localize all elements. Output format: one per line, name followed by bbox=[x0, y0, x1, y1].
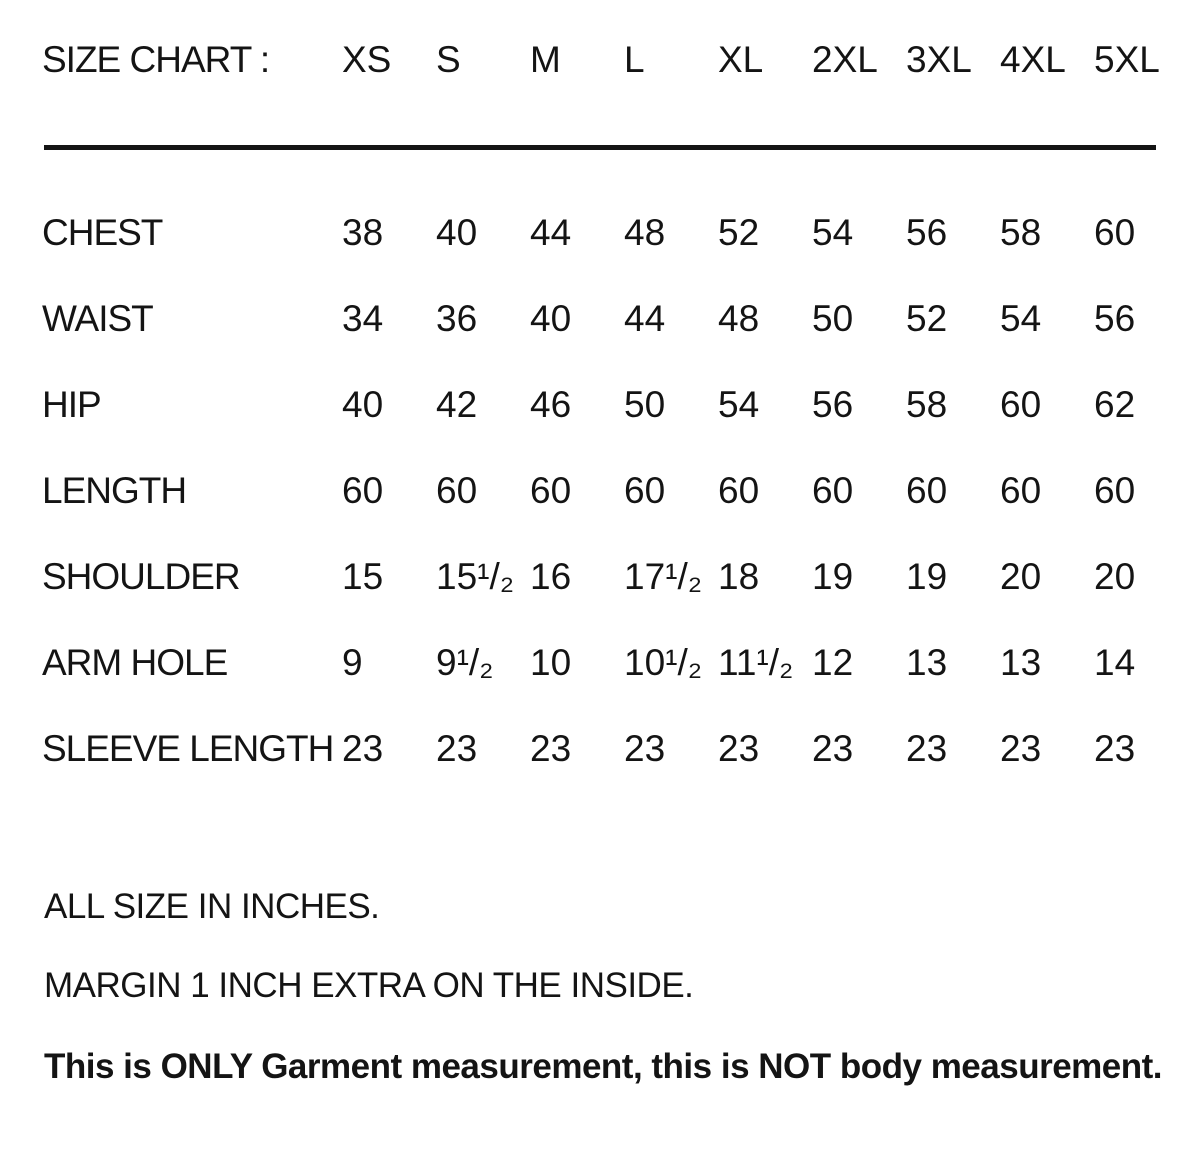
table-cell: 60 bbox=[1094, 212, 1136, 253]
table-cell: 17¹/₂ bbox=[624, 556, 703, 597]
table-cell: 15¹/₂ bbox=[436, 556, 515, 597]
table-cell: 60 bbox=[530, 470, 572, 511]
table-cell: 40 bbox=[436, 212, 478, 253]
column-header-3xl: 3XL bbox=[906, 39, 972, 80]
table-cell: 40 bbox=[530, 298, 572, 339]
footer-notes: ALL SIZE IN INCHES. MARGIN 1 INCH EXTRA … bbox=[44, 889, 1200, 1085]
column-header-5xl: 5XL bbox=[1094, 39, 1160, 80]
table-cell: 9¹/₂ bbox=[436, 642, 494, 683]
table-cell: 60 bbox=[718, 470, 760, 511]
column-header-s: S bbox=[436, 39, 461, 80]
table-cell: 42 bbox=[436, 384, 478, 425]
table-row: HIP 40 42 46 50 54 56 58 60 62 bbox=[42, 362, 1188, 448]
table-cell: 9 bbox=[342, 642, 363, 683]
table-cell: 15 bbox=[342, 556, 384, 597]
table-cell: 23 bbox=[342, 728, 384, 769]
table-cell: 11¹/₂ bbox=[718, 642, 794, 683]
row-label: HIP bbox=[42, 384, 102, 425]
table-cell: 52 bbox=[718, 212, 760, 253]
table-row: SHOULDER 15 15¹/₂ 16 17¹/₂ 18 19 19 20 20 bbox=[42, 534, 1188, 620]
table-cell: 23 bbox=[812, 728, 854, 769]
table-cell: 13 bbox=[906, 642, 948, 683]
column-header-xl: XL bbox=[718, 39, 764, 80]
table-cell: 56 bbox=[1094, 298, 1136, 339]
row-label: SHOULDER bbox=[42, 556, 241, 597]
table-row: SLEEVE LENGTH 23 23 23 23 23 23 23 23 23 bbox=[42, 706, 1188, 792]
table-cell: 60 bbox=[1000, 384, 1042, 425]
table-cell: 60 bbox=[436, 470, 478, 511]
table-cell: 34 bbox=[342, 298, 384, 339]
table-row: CHEST 38 40 44 48 52 54 56 58 60 bbox=[42, 190, 1188, 276]
table-cell: 10¹/₂ bbox=[624, 642, 703, 683]
column-header-4xl: 4XL bbox=[1000, 39, 1066, 80]
table-cell: 16 bbox=[530, 556, 572, 597]
table-cell: 23 bbox=[624, 728, 666, 769]
table-cell: 40 bbox=[342, 384, 384, 425]
row-label: SLEEVE LENGTH bbox=[42, 728, 334, 769]
column-header-2xl: 2XL bbox=[812, 39, 878, 80]
row-label: LENGTH bbox=[42, 470, 187, 511]
table-cell: 60 bbox=[1000, 470, 1042, 511]
note-all-sizes-in-inches: ALL SIZE IN INCHES. bbox=[44, 887, 380, 926]
table-cell: 62 bbox=[1094, 384, 1136, 425]
table-cell: 20 bbox=[1094, 556, 1136, 597]
table-cell: 19 bbox=[906, 556, 948, 597]
table-cell: 60 bbox=[342, 470, 384, 511]
table-cell: 20 bbox=[1000, 556, 1042, 597]
table-cell: 23 bbox=[436, 728, 478, 769]
header-row: SIZE CHART : XS S M L XL 2XL 3XL 4XL 5XL bbox=[42, 30, 1188, 90]
table-cell: 23 bbox=[530, 728, 572, 769]
table-cell: 54 bbox=[812, 212, 854, 253]
table-cell: 46 bbox=[530, 384, 572, 425]
table-cell: 44 bbox=[624, 298, 666, 339]
table-cell: 38 bbox=[342, 212, 384, 253]
table-cell: 12 bbox=[812, 642, 854, 683]
table-cell: 19 bbox=[812, 556, 854, 597]
table-cell: 10 bbox=[530, 642, 572, 683]
table-cell: 13 bbox=[1000, 642, 1042, 683]
table-cell: 36 bbox=[436, 298, 478, 339]
table-cell: 56 bbox=[812, 384, 854, 425]
table-cell: 54 bbox=[1000, 298, 1042, 339]
table-cell: 48 bbox=[718, 298, 760, 339]
note-garment-measurement-disclaimer: This is ONLY Garment measurement, this i… bbox=[44, 1047, 1163, 1086]
table-row: ARM HOLE 9 9¹/₂ 10 10¹/₂ 11¹/₂ 12 13 13 14 bbox=[42, 620, 1188, 706]
table-cell: 56 bbox=[906, 212, 948, 253]
size-chart-title: SIZE CHART : bbox=[42, 39, 270, 80]
table-cell: 44 bbox=[530, 212, 572, 253]
table-cell: 23 bbox=[718, 728, 760, 769]
header-divider-line bbox=[44, 145, 1156, 150]
size-chart-table: SIZE CHART : XS S M L XL 2XL 3XL 4XL 5XL… bbox=[42, 30, 1188, 792]
table-cell: 48 bbox=[624, 212, 666, 253]
table-cell: 14 bbox=[1094, 642, 1136, 683]
column-header-l: L bbox=[624, 39, 645, 80]
column-header-xs: XS bbox=[342, 39, 392, 80]
table-cell: 60 bbox=[906, 470, 948, 511]
table-cell: 52 bbox=[906, 298, 948, 339]
table-cell: 23 bbox=[1094, 728, 1136, 769]
table-cell: 23 bbox=[906, 728, 948, 769]
row-label: ARM HOLE bbox=[42, 642, 228, 683]
table-cell: 60 bbox=[624, 470, 666, 511]
table-cell: 54 bbox=[718, 384, 760, 425]
table-cell: 60 bbox=[1094, 470, 1136, 511]
table-row: WAIST 34 36 40 44 48 50 52 54 56 bbox=[42, 276, 1188, 362]
column-header-m: M bbox=[530, 39, 561, 80]
table-cell: 50 bbox=[624, 384, 666, 425]
note-margin-inside: MARGIN 1 INCH EXTRA ON THE INSIDE. bbox=[44, 966, 694, 1005]
table-cell: 58 bbox=[1000, 212, 1042, 253]
table-row: LENGTH 60 60 60 60 60 60 60 60 60 bbox=[42, 448, 1188, 534]
row-label: CHEST bbox=[42, 212, 163, 253]
row-label: WAIST bbox=[42, 298, 154, 339]
table-cell: 60 bbox=[812, 470, 854, 511]
table-cell: 18 bbox=[718, 556, 760, 597]
table-cell: 58 bbox=[906, 384, 948, 425]
table-cell: 23 bbox=[1000, 728, 1042, 769]
table-cell: 50 bbox=[812, 298, 854, 339]
